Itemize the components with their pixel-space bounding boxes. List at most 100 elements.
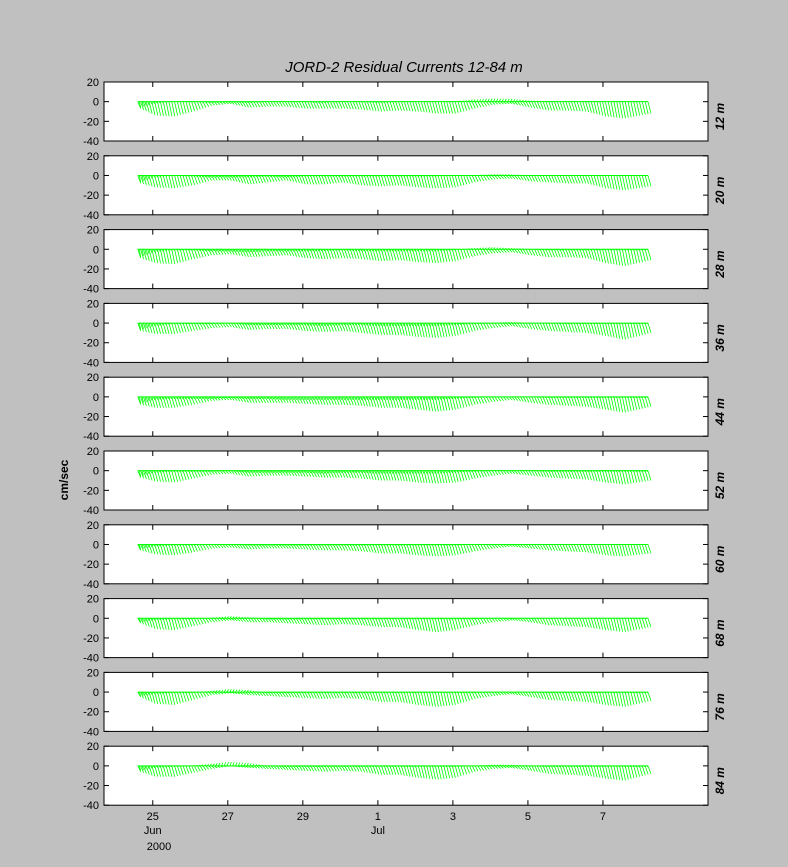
stick xyxy=(352,544,357,552)
stick xyxy=(573,322,578,333)
stick xyxy=(395,470,400,481)
stick xyxy=(177,175,181,188)
stick xyxy=(185,249,190,261)
stick xyxy=(613,691,618,707)
stick xyxy=(486,175,490,181)
stick xyxy=(194,765,198,773)
stick xyxy=(352,470,357,479)
stick xyxy=(259,101,263,108)
stick xyxy=(205,322,210,329)
stick xyxy=(483,322,487,330)
stick xyxy=(409,544,414,555)
stick xyxy=(446,691,451,706)
stick xyxy=(150,249,153,254)
stick xyxy=(310,101,315,109)
stick xyxy=(568,101,572,111)
stick xyxy=(423,618,428,632)
stick xyxy=(417,249,422,263)
stick xyxy=(528,175,533,182)
stick xyxy=(559,101,564,111)
stick xyxy=(188,175,193,186)
stick xyxy=(307,396,312,405)
stick xyxy=(588,101,592,113)
stick xyxy=(188,396,193,406)
stick xyxy=(264,249,269,257)
stick xyxy=(213,101,218,106)
stick xyxy=(466,101,470,111)
stick xyxy=(330,765,334,772)
stick xyxy=(446,175,451,188)
stick xyxy=(534,101,538,109)
stick xyxy=(619,544,624,557)
stick xyxy=(412,765,417,778)
stick xyxy=(196,396,201,404)
stick xyxy=(588,470,592,481)
stick xyxy=(245,175,249,185)
stick xyxy=(412,396,417,410)
stick xyxy=(520,691,524,697)
stick xyxy=(573,101,578,112)
stick xyxy=(474,249,479,256)
stick xyxy=(466,175,470,184)
stick xyxy=(585,249,589,259)
stick xyxy=(182,544,187,554)
stick xyxy=(551,691,555,701)
stick xyxy=(185,396,190,406)
stick xyxy=(545,249,550,258)
stick xyxy=(256,249,261,257)
stick xyxy=(514,175,519,180)
stick xyxy=(639,175,643,188)
stick xyxy=(641,249,646,262)
stick xyxy=(307,175,312,185)
plot-area xyxy=(103,81,709,142)
stick xyxy=(150,396,153,401)
stick xyxy=(622,322,626,340)
stick xyxy=(531,618,536,624)
stick xyxy=(358,249,363,260)
stick xyxy=(539,470,544,478)
stick xyxy=(517,765,521,770)
stick xyxy=(494,175,499,180)
stick xyxy=(205,470,210,476)
stick xyxy=(140,396,144,406)
stick xyxy=(403,101,408,112)
stick xyxy=(423,249,428,263)
stick xyxy=(528,618,533,623)
stick xyxy=(486,544,490,550)
stick xyxy=(199,618,204,625)
stick xyxy=(392,765,397,775)
stick xyxy=(437,544,442,557)
stick xyxy=(315,322,320,332)
stick xyxy=(627,322,632,339)
stick xyxy=(344,618,349,625)
stick xyxy=(364,175,368,186)
stick xyxy=(233,322,238,329)
stick xyxy=(474,470,479,479)
stick xyxy=(290,691,295,698)
depth-label: 60 m xyxy=(713,545,727,573)
stick xyxy=(270,470,275,476)
stick xyxy=(488,249,493,254)
stick xyxy=(199,322,204,330)
stick xyxy=(554,322,558,332)
stick xyxy=(585,691,589,703)
stick xyxy=(182,249,187,262)
stick xyxy=(386,544,391,554)
stick xyxy=(633,618,638,630)
stick xyxy=(137,691,142,698)
stick xyxy=(259,322,264,330)
stick xyxy=(398,175,402,186)
stick xyxy=(141,396,144,403)
stick xyxy=(284,249,289,256)
y-tick-label: -20 xyxy=(83,781,99,793)
y-tick-label: -20 xyxy=(83,485,99,497)
stick xyxy=(565,470,570,479)
stick xyxy=(148,101,153,114)
stick xyxy=(301,101,306,109)
stick xyxy=(196,175,201,184)
stick xyxy=(582,101,587,112)
stick xyxy=(636,175,641,189)
stick xyxy=(315,618,320,626)
stick xyxy=(151,101,156,116)
